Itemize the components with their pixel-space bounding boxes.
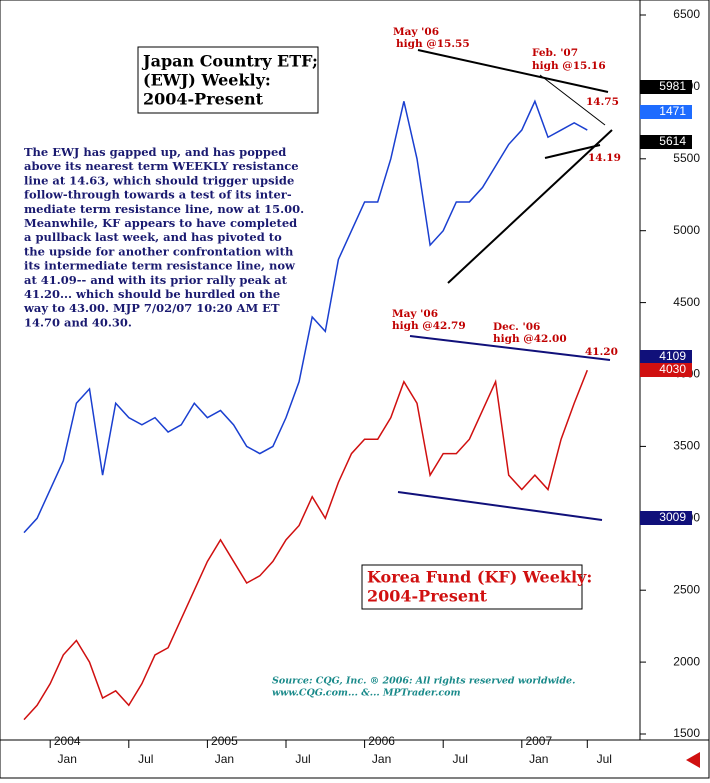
kf-title: Korea Fund (KF) Weekly: <box>367 568 592 587</box>
commentary: The EWJ has gapped up, and has popped <box>24 145 286 159</box>
x-year-label: 2006 <box>368 734 395 748</box>
scroll-arrow <box>686 752 700 768</box>
trend-line <box>447 129 613 284</box>
annotation: Dec. '06 <box>493 321 540 333</box>
commentary: line at 14.63, which should trigger upsi… <box>24 173 294 187</box>
annotation: high @42.00 <box>493 333 567 345</box>
price-tag: 1471 <box>659 104 686 118</box>
price-line <box>23 99 588 534</box>
x-tick-label: Jul <box>138 752 153 766</box>
price-tag: 4109 <box>659 349 686 363</box>
price-tag-bg <box>640 363 692 377</box>
commentary: above its nearest term WEEKLY resistance <box>24 159 299 173</box>
y-tick-label: 2000 <box>673 654 700 668</box>
x-tick-label: Jul <box>295 752 310 766</box>
trend-lines <box>397 49 613 521</box>
commentary: at 41.09-- and with its prior rally peak… <box>24 273 288 287</box>
commentary: the upside for another confrontation wit… <box>24 244 294 258</box>
trend-line <box>544 144 601 159</box>
trend-line <box>397 491 603 521</box>
ewj-title: Japan Country ETF; <box>141 52 318 71</box>
y-tick-label: 4500 <box>673 295 700 309</box>
y-tick-label: 1500 <box>673 726 700 740</box>
annotation: high @15.16 <box>532 60 606 72</box>
price-tag: 5981 <box>659 79 686 93</box>
annotation: 14.19 <box>588 152 621 164</box>
commentary: a pullback last week, and has pivoted to <box>24 230 282 244</box>
annotation: high @15.55 <box>396 38 470 50</box>
price-tag: 3009 <box>659 510 686 524</box>
y-tick-label: 5500 <box>673 151 700 165</box>
annotation: May '06 <box>393 26 439 38</box>
ewj-title: 2004-Present <box>143 90 264 109</box>
price-tag-bg <box>640 135 692 149</box>
x-tick-label: Jul <box>453 752 468 766</box>
y-tick-label: 5000 <box>673 223 700 237</box>
price-tag: 5614 <box>659 134 686 148</box>
x-tick-label: Jan <box>58 752 77 766</box>
source: Source: CQG, Inc. ® 2006: All rights res… <box>272 676 575 687</box>
price-tag: 4030 <box>659 362 686 376</box>
price-tag-bg <box>640 80 692 94</box>
kf-title-box <box>361 564 583 610</box>
x-year-label: 2005 <box>211 734 238 748</box>
y-tick-label: 2500 <box>673 582 700 596</box>
commentary: mediate term resistance line, now at 15.… <box>24 202 304 216</box>
x-year-label: 2004 <box>54 734 81 748</box>
trend-line <box>409 335 611 361</box>
commentary: 14.70 and 40.30. <box>24 315 132 329</box>
x-tick-label: Jan <box>372 752 391 766</box>
x-tick-label: Jan <box>215 752 234 766</box>
trend-line <box>539 74 606 126</box>
trend-line <box>417 49 609 93</box>
price-tag-bg <box>640 350 692 364</box>
commentary: its intermediate term resistance line, n… <box>24 259 296 273</box>
price-tag-bg <box>640 511 692 525</box>
commentary: 41.20... which should be hurdled on the <box>24 287 280 301</box>
kf-title: 2004-Present <box>367 587 488 606</box>
commentary: Meanwhile, KF appears to have completed <box>24 216 297 230</box>
x-tick-label: Jan <box>529 752 548 766</box>
annotation: high @42.79 <box>392 320 466 332</box>
annotation: May '06 <box>392 308 438 320</box>
y-tick-label: 6500 <box>673 7 700 21</box>
commentary: way to 43.00. MJP 7/02/07 10:20 AM ET <box>23 301 280 315</box>
y-tick-label: 3500 <box>673 439 700 453</box>
ewj-title: (EWJ) Weekly: <box>143 71 271 90</box>
price-tag-bg <box>640 105 692 119</box>
source: www.CQG.com... &... MPTrader.com <box>272 688 461 699</box>
ewj-title-box <box>137 46 319 114</box>
annotation: 41.20 <box>585 346 618 358</box>
annotation: 14.75 <box>586 96 619 108</box>
price-line <box>23 369 588 721</box>
annotation: Feb. '07 <box>532 47 578 59</box>
commentary: follow-through towards a test of its int… <box>24 188 292 202</box>
x-year-label: 2007 <box>525 734 552 748</box>
x-tick-label: Jul <box>597 752 612 766</box>
